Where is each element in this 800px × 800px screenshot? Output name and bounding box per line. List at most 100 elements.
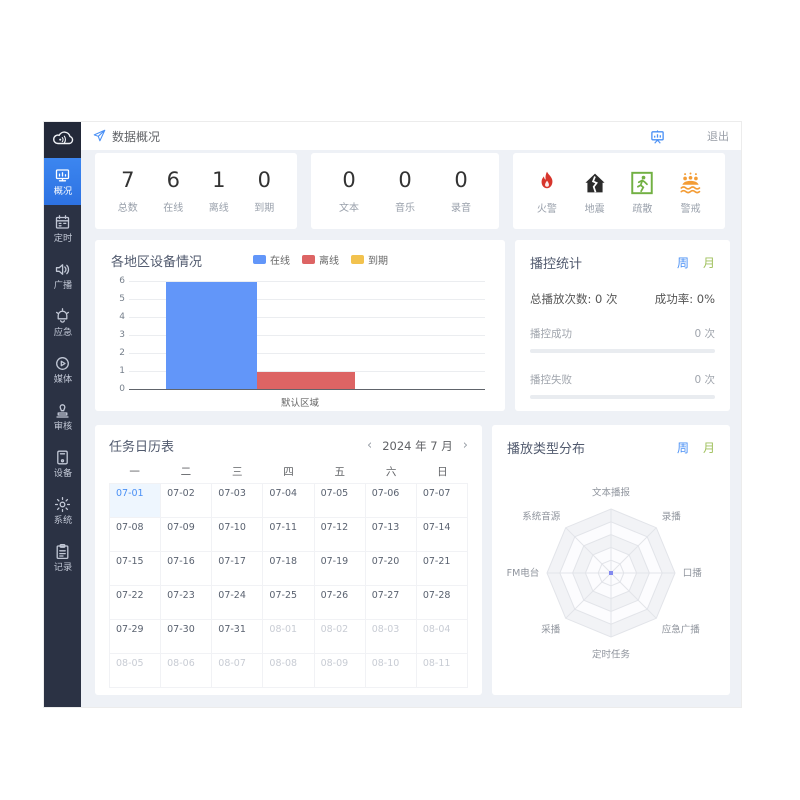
calendar-day-07-08[interactable]: 07-08 bbox=[110, 518, 162, 552]
task-calendar-panel: 任务日历表 ‹ 2024 年 7 月 › 一二三四五六日 07-01 07-02 0… bbox=[95, 425, 482, 695]
broadcast-icon bbox=[54, 261, 71, 278]
calendar-day-07-12[interactable]: 07-12 bbox=[314, 518, 366, 552]
legend-item[interactable]: 离线 bbox=[302, 252, 339, 267]
calendar-day-08-02[interactable]: 08-02 bbox=[314, 620, 366, 654]
sidebar-nav: 概况定时广播应急 媒体 审核 设备系统记录 bbox=[44, 158, 81, 581]
sidebar-item-media[interactable]: 媒体 bbox=[44, 346, 81, 393]
calendar-day-07-05[interactable]: 07-05 bbox=[314, 484, 366, 518]
svg-text:文本播报: 文本播报 bbox=[592, 486, 631, 498]
calendar-day-08-08[interactable]: 08-08 bbox=[263, 654, 315, 688]
dashboard-board-icon[interactable] bbox=[650, 129, 665, 144]
calendar-day-07-19[interactable]: 07-19 bbox=[314, 552, 366, 586]
legend-label: 到期 bbox=[368, 256, 388, 267]
stat-total: 7 总数 bbox=[118, 168, 138, 214]
calendar-day-08-06[interactable]: 08-06 bbox=[161, 654, 213, 688]
calendar-day-07-27[interactable]: 07-27 bbox=[365, 586, 417, 620]
calendar-day-07-22[interactable]: 07-22 bbox=[110, 586, 162, 620]
fire-icon bbox=[534, 168, 560, 196]
logout-button[interactable]: 退出 bbox=[707, 130, 729, 143]
sidebar-item-label: 广播 bbox=[53, 279, 72, 291]
evacuation-icon bbox=[629, 168, 655, 196]
radar-month-toggle[interactable]: 月 bbox=[702, 441, 715, 455]
calendar-day-07-03[interactable]: 07-03 bbox=[212, 484, 264, 518]
emergency-type-fire[interactable]: 火警 bbox=[534, 168, 560, 215]
sidebar-item-device[interactable]: 设备 bbox=[44, 440, 81, 487]
sidebar-item-emergency[interactable]: 应急 bbox=[44, 299, 81, 346]
calendar-day-07-23[interactable]: 07-23 bbox=[161, 586, 213, 620]
calendar-day-07-29[interactable]: 07-29 bbox=[110, 620, 162, 654]
calendar-day-07-01[interactable]: 07-01 bbox=[110, 484, 162, 518]
calendar-day-07-18[interactable]: 07-18 bbox=[263, 552, 315, 586]
panel-title-radar: 播放类型分布 bbox=[507, 442, 586, 457]
calendar-day-07-25[interactable]: 07-25 bbox=[263, 586, 315, 620]
gridline bbox=[129, 371, 485, 373]
sidebar-item-system[interactable]: 系统 bbox=[44, 487, 81, 534]
emergency-type-earthquake[interactable]: 地震 bbox=[582, 168, 608, 215]
sidebar-item-schedule[interactable]: 定时 bbox=[44, 205, 81, 252]
calendar-day-07-10[interactable]: 07-10 bbox=[212, 518, 264, 552]
calendar-day-07-21[interactable]: 07-21 bbox=[416, 552, 468, 586]
calendar-day-08-11[interactable]: 08-11 bbox=[416, 654, 468, 688]
calendar-day-07-06[interactable]: 07-06 bbox=[365, 484, 417, 518]
sidebar: 概况定时广播应急 媒体 审核 设备系统记录 bbox=[44, 122, 81, 707]
calendar-day-08-04[interactable]: 08-04 bbox=[416, 620, 468, 654]
sidebar-item-label: 系统 bbox=[53, 514, 72, 526]
stats-row: 7 总数 6 在线 1 离线 0 到期 0 文本 0 音乐 0 录音 火警 地震 疏散 警戒 bbox=[95, 153, 730, 229]
calendar-day-07-11[interactable]: 07-11 bbox=[263, 518, 315, 552]
playback-month-toggle[interactable]: 月 bbox=[702, 256, 715, 270]
stat-value: 7 bbox=[121, 168, 135, 192]
sidebar-item-review[interactable]: 审核 bbox=[44, 393, 81, 440]
calendar-day-07-16[interactable]: 07-16 bbox=[161, 552, 213, 586]
calendar-day-08-01[interactable]: 08-01 bbox=[263, 620, 315, 654]
calendar-day-08-09[interactable]: 08-09 bbox=[314, 654, 366, 688]
calendar-day-07-13[interactable]: 07-13 bbox=[365, 518, 417, 552]
stat-label: 录音 bbox=[451, 203, 471, 214]
stat-value: 0 bbox=[257, 168, 271, 192]
calendar-day-07-02[interactable]: 07-02 bbox=[161, 484, 213, 518]
sidebar-item-label: 定时 bbox=[53, 232, 72, 244]
svg-text:口播: 口播 bbox=[683, 567, 703, 579]
calendar-day-07-17[interactable]: 07-17 bbox=[212, 552, 264, 586]
calendar-day-07-07[interactable]: 07-07 bbox=[416, 484, 468, 518]
legend-item[interactable]: 到期 bbox=[351, 252, 388, 267]
calendar-day-08-03[interactable]: 08-03 bbox=[365, 620, 417, 654]
prev-month-button[interactable]: ‹ bbox=[367, 438, 373, 453]
radar-week-toggle[interactable]: 周 bbox=[676, 441, 689, 455]
calendar-day-07-26[interactable]: 07-26 bbox=[314, 586, 366, 620]
emergency-type-alert[interactable]: 警戒 bbox=[677, 168, 704, 215]
svg-text:应急广播: 应急广播 bbox=[662, 624, 701, 636]
next-month-button[interactable]: › bbox=[462, 438, 468, 453]
stat-label: 离线 bbox=[208, 203, 229, 214]
legend-item[interactable]: 在线 bbox=[253, 252, 290, 267]
media-icon bbox=[54, 355, 71, 372]
stat-value: 0 bbox=[454, 168, 468, 192]
calendar-day-07-15[interactable]: 07-15 bbox=[110, 552, 162, 586]
bottom-row: 任务日历表 ‹ 2024 年 7 月 › 一二三四五六日 07-01 07-02 0… bbox=[95, 425, 730, 695]
y-tick: 3 bbox=[119, 330, 125, 340]
sidebar-item-broadcast[interactable]: 广播 bbox=[44, 252, 81, 299]
calendar-day-07-24[interactable]: 07-24 bbox=[212, 586, 264, 620]
weekday-header: 一二三四五六日 bbox=[109, 459, 468, 483]
sidebar-item-overview[interactable]: 概况 bbox=[44, 158, 81, 205]
calendar-day-07-31[interactable]: 07-31 bbox=[212, 620, 264, 654]
overview-icon bbox=[54, 167, 71, 184]
calendar-day-08-05[interactable]: 08-05 bbox=[110, 654, 162, 688]
row-value: 0 次 bbox=[694, 328, 715, 340]
calendar-day-07-28[interactable]: 07-28 bbox=[416, 586, 468, 620]
legend-swatch bbox=[253, 255, 266, 264]
bar-series-1 bbox=[257, 372, 356, 390]
calendar-day-07-20[interactable]: 07-20 bbox=[365, 552, 417, 586]
calendar-day-08-10[interactable]: 08-10 bbox=[365, 654, 417, 688]
sidebar-item-records[interactable]: 记录 bbox=[44, 534, 81, 581]
calendar-day-07-14[interactable]: 07-14 bbox=[416, 518, 468, 552]
gridline bbox=[129, 299, 485, 300]
emergency-type-evacuation[interactable]: 疏散 bbox=[629, 168, 655, 215]
y-tick: 4 bbox=[119, 312, 125, 323]
calendar-day-07-30[interactable]: 07-30 bbox=[161, 620, 213, 654]
calendar-day-08-07[interactable]: 08-07 bbox=[212, 654, 264, 688]
calendar-day-07-09[interactable]: 07-09 bbox=[161, 518, 213, 552]
total-plays: 总播放次数: 0 次 bbox=[530, 292, 618, 306]
calendar-day-07-04[interactable]: 07-04 bbox=[263, 484, 315, 518]
earthquake-icon bbox=[582, 168, 608, 196]
playback-week-toggle[interactable]: 周 bbox=[676, 256, 689, 270]
